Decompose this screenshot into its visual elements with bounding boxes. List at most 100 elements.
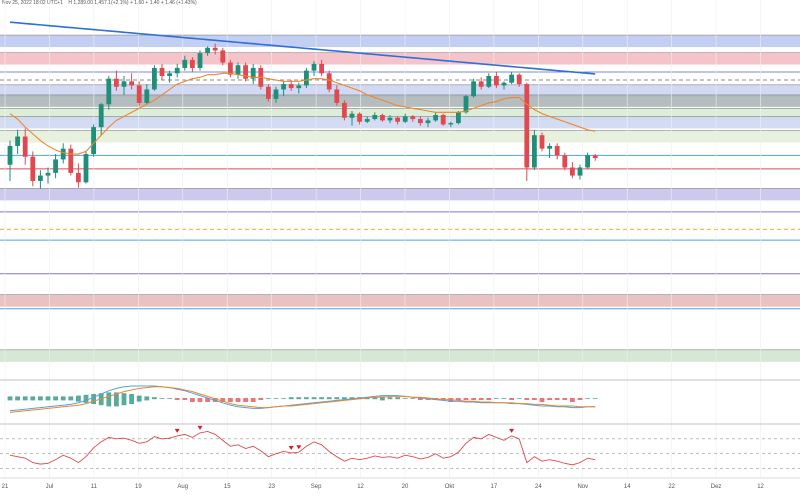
candle-body — [22, 136, 28, 157]
macd-histogram-bar — [478, 398, 484, 400]
time-axis-tick-label: 11 — [91, 484, 98, 490]
candle-body — [486, 76, 492, 87]
time-axis-tick-label: Aug — [177, 484, 188, 490]
macd-histogram-bar — [342, 397, 347, 400]
candle-body — [357, 113, 362, 122]
time-axis-tick-label: 23 — [268, 484, 275, 490]
macd-histogram-bar — [585, 398, 590, 399]
candle-body — [304, 70, 309, 86]
macd-histogram-bar — [440, 398, 446, 400]
time-axis-tick-label: 22 — [668, 484, 675, 490]
macd-histogram-bar — [326, 397, 332, 400]
macd-histogram-bar — [53, 396, 58, 401]
macd-histogram-bar — [562, 398, 568, 400]
candle-body — [592, 155, 598, 159]
candle-body — [577, 167, 583, 176]
candle-body — [121, 81, 127, 87]
time-axis-tick-label: 20 — [402, 484, 409, 490]
price-pane — [7, 21, 598, 190]
macd-histogram-bar — [174, 398, 180, 400]
candle-body — [7, 145, 13, 165]
candle-body — [68, 148, 74, 173]
candle-body — [334, 89, 340, 103]
time-axis-tick-label: 24 — [535, 484, 542, 490]
macd-histogram-bar — [273, 398, 279, 399]
candle-body — [425, 120, 431, 124]
candle-body — [418, 119, 423, 124]
candle-body — [364, 119, 370, 122]
candle-body — [463, 96, 469, 113]
candle-body — [129, 81, 134, 86]
candle-body — [136, 85, 142, 103]
macd-histogram-bar — [182, 398, 188, 400]
macd-histogram-bar — [22, 396, 28, 401]
price-level-band — [0, 116, 800, 129]
price-level-band — [0, 35, 800, 48]
macd-histogram-bar — [311, 397, 317, 400]
macd-histogram-bar — [197, 398, 203, 402]
candle-body — [45, 172, 51, 176]
macd-histogram-bar — [547, 398, 552, 400]
macd-histogram-bar — [532, 398, 537, 400]
macd-signal-line — [9, 386, 596, 413]
candle-body — [326, 73, 332, 90]
candle-body — [53, 159, 58, 173]
ema-fast-line — [9, 72, 596, 155]
macd-histogram-bar — [167, 398, 172, 399]
macd-histogram-bar — [554, 398, 560, 400]
header-values: H 1,289.00 1,457.1(+2.1%) + 1.60 + 1.40 … — [68, 0, 197, 6]
macd-histogram-bar — [570, 398, 575, 402]
macd-histogram-bar — [68, 396, 74, 401]
macd-histogram-bar — [114, 392, 119, 407]
macd-histogram-bar — [319, 397, 324, 400]
candle-body — [570, 167, 575, 176]
macd-histogram-bar — [136, 395, 142, 402]
macd-histogram-bar — [395, 397, 400, 400]
macd-histogram-bar — [83, 394, 89, 403]
candle-body — [433, 115, 438, 121]
macd-histogram-bar — [334, 397, 340, 400]
macd-histogram-bar — [288, 397, 294, 400]
macd-histogram-bar — [228, 398, 233, 402]
time-axis-tick-label: 19 — [135, 484, 142, 490]
macd-histogram-bar — [106, 392, 112, 407]
rsi-pane — [0, 423, 800, 469]
candle-body — [197, 53, 203, 68]
price-level-band — [0, 94, 800, 107]
macd-histogram-bar — [402, 398, 408, 399]
candle-body — [30, 156, 36, 181]
macd-histogram-bar — [152, 397, 157, 400]
macd-histogram-bar — [159, 398, 165, 399]
rsi-signal-marker — [288, 445, 294, 450]
macd-histogram-bar — [463, 398, 469, 400]
macd-histogram-bar — [577, 398, 583, 400]
macd-histogram-bar — [372, 397, 378, 400]
candle-body — [501, 82, 507, 86]
time-axis-tick-label: Okt — [445, 484, 455, 490]
candle-body — [167, 73, 172, 76]
candle-body — [250, 67, 256, 79]
macd-histogram-bar — [349, 397, 355, 400]
candle-body — [144, 89, 150, 103]
candle-body — [547, 145, 552, 149]
price-level-band — [0, 130, 800, 143]
candle-body — [471, 81, 476, 97]
time-axis-tick-label: 21 — [2, 484, 9, 490]
candle-body — [243, 65, 248, 79]
macd-histogram-bar — [296, 397, 302, 400]
candle-body — [380, 115, 385, 121]
candle-body — [91, 127, 96, 155]
rsi-signal-marker — [509, 428, 515, 433]
candle-body — [212, 47, 218, 51]
candle-body — [372, 115, 378, 120]
time-axis-tick-label: 12 — [757, 484, 764, 490]
macd-histogram-bar — [539, 398, 545, 402]
macd-histogram-bar — [592, 398, 598, 399]
rsi-signal-marker — [296, 445, 302, 450]
macd-histogram-bar — [380, 396, 385, 401]
macd-histogram-bar — [410, 398, 416, 399]
macd-histogram-bar — [190, 398, 195, 402]
macd-histogram-bar — [509, 398, 514, 400]
macd-histogram-bar — [486, 398, 492, 400]
